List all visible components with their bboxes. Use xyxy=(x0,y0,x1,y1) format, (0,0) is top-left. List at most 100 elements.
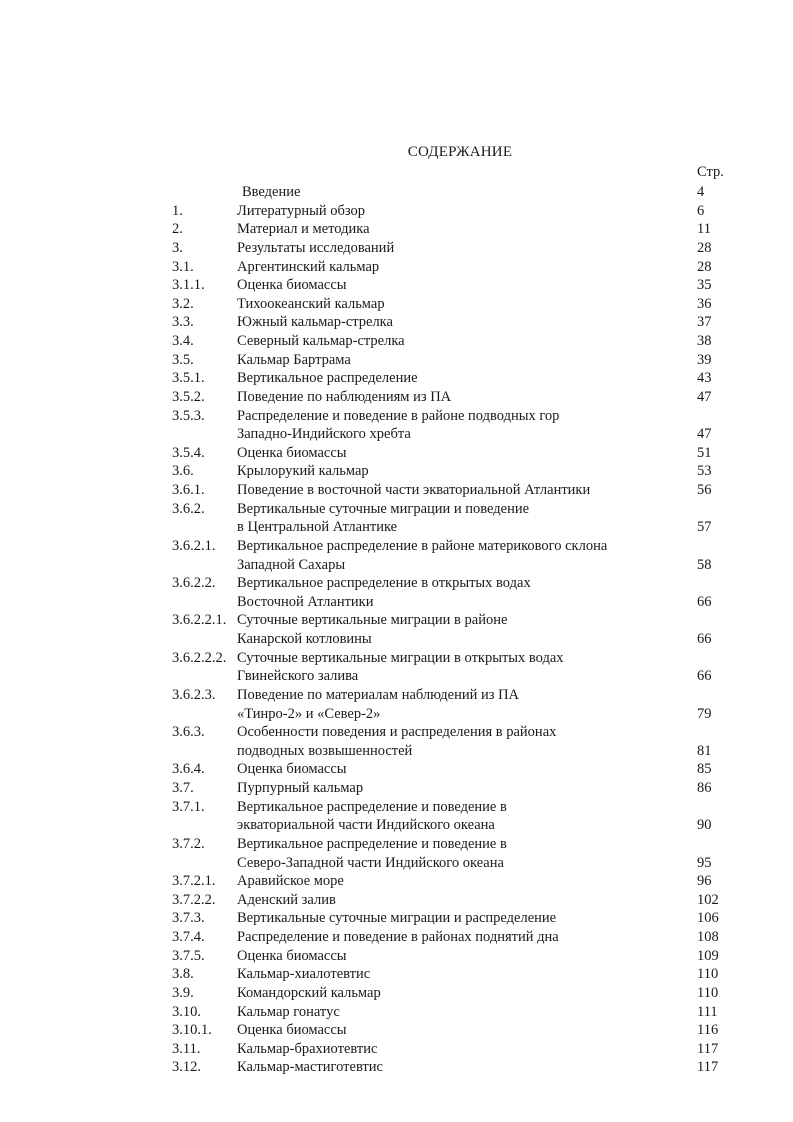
toc-entry: 3.6.2.2.1. Суточные вертикальные миграции… xyxy=(0,611,793,648)
toc-entry: 3.5.3. Распределение и поведение в районе… xyxy=(0,407,793,444)
page-number: 106 xyxy=(697,910,719,927)
toc-line: 3.7.5. Оценка биомассы 109 xyxy=(0,947,793,966)
section-title: Южный кальмар-стрелка xyxy=(237,314,393,331)
section-title: Распределение и поведение в районах подн… xyxy=(237,929,559,945)
page-number: 117 xyxy=(697,1059,719,1076)
section-number: 3.5.1. xyxy=(172,370,205,387)
page-number: 66 xyxy=(697,631,712,647)
toc-line: 3.7.2.1. Аравийское море 96 xyxy=(0,872,793,891)
toc-line: Восточной Атлантики 66 xyxy=(0,593,793,612)
page-number: 85 xyxy=(697,761,712,778)
toc-line: 3.5.4. Оценка биомассы 51 xyxy=(0,444,793,463)
toc-line: 3.6.2.1. Вертикальное распределение в рай… xyxy=(0,537,793,556)
section-title: Материал и методика xyxy=(237,221,370,238)
page-number: 53 xyxy=(697,463,712,480)
toc-entry: 3.5.4. Оценка биомассы 51 xyxy=(0,444,793,463)
section-number: 3.5.3. xyxy=(172,407,205,424)
toc-line: Канарской котловины 66 xyxy=(0,630,793,649)
section-title: Вертикальное распределение в открытых во… xyxy=(237,575,531,592)
toc-line: 3.11. Кальмар-брахиотевтис 117 xyxy=(0,1040,793,1059)
section-number: 3.7. xyxy=(172,780,194,796)
toc-entry: 3.1.1. Оценка биомассы 35 xyxy=(0,276,793,295)
section-number: 3.4. xyxy=(172,333,194,349)
section-title: Командорский кальмар xyxy=(237,984,381,1001)
section-number: 3.6.1. xyxy=(172,482,205,498)
toc-line: 2. Материал и методика 11 xyxy=(0,220,793,239)
section-title: Суточные вертикальные миграции в районе xyxy=(237,612,508,629)
toc-line: «Тинро-2» и «Север-2» 79 xyxy=(0,705,793,724)
page-number: 28 xyxy=(697,239,712,256)
toc-line: 3.5.2. Поведение по наблюдениям из ПА 47 xyxy=(0,388,793,407)
toc-entry: 3.6.3. Особенности поведения и распределе… xyxy=(0,723,793,760)
toc-entry: 3.9. Командорский кальмар 110 xyxy=(0,984,793,1003)
toc-line: в Центральной Атлантике 57 xyxy=(0,518,793,537)
section-title: подводных возвышенностей xyxy=(237,742,413,759)
page-title: СОДЕРЖАНИЕ xyxy=(407,144,513,160)
toc-entry: 3.7.5. Оценка биомассы 109 xyxy=(0,947,793,966)
section-title: Вертикальные суточные миграции и распред… xyxy=(237,910,557,927)
page-number: 38 xyxy=(697,333,712,349)
page-number: 108 xyxy=(697,929,719,945)
toc-line: экваториальной части Индийского океана 90 xyxy=(0,816,793,835)
section-title: Результаты исследований xyxy=(237,239,395,256)
page-number: 51 xyxy=(697,444,712,461)
page-number: 11 xyxy=(697,221,711,238)
section-title: Распределение и поведение в районе подво… xyxy=(237,407,560,424)
page-number: 79 xyxy=(697,705,712,722)
toc-entry: 3.10. Кальмар гонатус 111 xyxy=(0,1003,793,1022)
section-number: 3.7.2.2. xyxy=(172,891,216,908)
toc-entry: 3.12. Кальмар-мастиготевтис 117 xyxy=(0,1058,793,1077)
section-title: Кальмар-брахиотевтис xyxy=(237,1040,378,1057)
section-number: 3.6.2.2.2. xyxy=(172,649,227,666)
section-number: 3.10. xyxy=(172,1003,201,1020)
table-of-contents: Введение 4 1. Литературный обзор 6 2. Материал… xyxy=(0,183,793,1077)
section-number: 3.7.2. xyxy=(172,835,205,852)
toc-entry: 3.1. Аргентинский кальмар 28 xyxy=(0,258,793,277)
toc-entry: 3.6.2.3. Поведение по материалам наблюден… xyxy=(0,686,793,723)
toc-entry: 3.6.2.1. Вертикальное распределение в рай… xyxy=(0,537,793,574)
toc-entry: 3.7.1. Вертикальное распределение и повед… xyxy=(0,798,793,835)
section-title: Западно-Индийского хребта xyxy=(237,426,411,443)
toc-entry: 3.7.2.1. Аравийское море 96 xyxy=(0,872,793,891)
section-number: 3.10.1. xyxy=(172,1022,212,1039)
section-title: Поведение по наблюдениям из ПА xyxy=(237,388,452,405)
toc-entry: 3.5.1. Вертикальное распределение 43 xyxy=(0,369,793,388)
toc-line: Гвинейского залива 66 xyxy=(0,667,793,686)
section-number: 3.7.4. xyxy=(172,929,205,945)
section-title: Северный кальмар-стрелка xyxy=(237,333,405,349)
page-number: 95 xyxy=(697,854,712,871)
section-title: Поведение по материалам наблюдений из ПА xyxy=(237,686,520,703)
section-title: Гвинейского залива xyxy=(237,668,359,685)
page-number: 102 xyxy=(697,891,719,908)
toc-entry: 3.4. Северный кальмар-стрелка 38 xyxy=(0,332,793,351)
section-title: Суточные вертикальные миграции в открыты… xyxy=(237,649,564,666)
page-number: 37 xyxy=(697,314,712,331)
toc-entry: 3.6.2. Вертикальные суточные миграции и п… xyxy=(0,500,793,537)
section-number: 3.2. xyxy=(172,295,194,312)
toc-line: 3.6.2.3. Поведение по материалам наблюден… xyxy=(0,686,793,705)
toc-line: 3.6.1. Поведение в восточной части эквато… xyxy=(0,481,793,500)
toc-line: 3.6.4. Оценка биомассы 85 xyxy=(0,760,793,779)
section-number: 3.7.2.1. xyxy=(172,873,216,890)
section-number: 3.5.2. xyxy=(172,388,205,405)
section-title: Кальмар-хиалотевтис xyxy=(237,966,371,983)
toc-entry: 3.7.4. Распределение и поведение в района… xyxy=(0,928,793,947)
section-title: Литературный обзор xyxy=(237,202,365,219)
section-number: 3.5. xyxy=(172,351,194,368)
section-title: Аргентинский кальмар xyxy=(237,258,380,275)
toc-entry: Введение 4 xyxy=(0,183,793,202)
section-title: Оценка биомассы xyxy=(237,761,347,778)
toc-entry: 3.7.2.2. Аденский залив 102 xyxy=(0,891,793,910)
section-title: Вертикальное распределение и поведение в xyxy=(237,835,507,852)
toc-line: 3.10.1. Оценка биомассы 116 xyxy=(0,1021,793,1040)
toc-line: подводных возвышенностей 81 xyxy=(0,742,793,761)
section-title: Оценка биомассы xyxy=(237,1022,347,1039)
toc-line: Введение 4 xyxy=(0,183,793,202)
section-title: Оценка биомассы xyxy=(237,947,347,964)
toc-line: 3.7.3. Вертикальные суточные миграции и р… xyxy=(0,909,793,928)
toc-entry: 3.11. Кальмар-брахиотевтис 117 xyxy=(0,1040,793,1059)
page-number: 110 xyxy=(697,966,719,983)
toc-line: 3.7.2.2. Аденский залив 102 xyxy=(0,891,793,910)
toc-line: 3.7. Пурпурный кальмар 86 xyxy=(0,779,793,798)
toc-line: 3.6. Крылорукий кальмар 53 xyxy=(0,462,793,481)
